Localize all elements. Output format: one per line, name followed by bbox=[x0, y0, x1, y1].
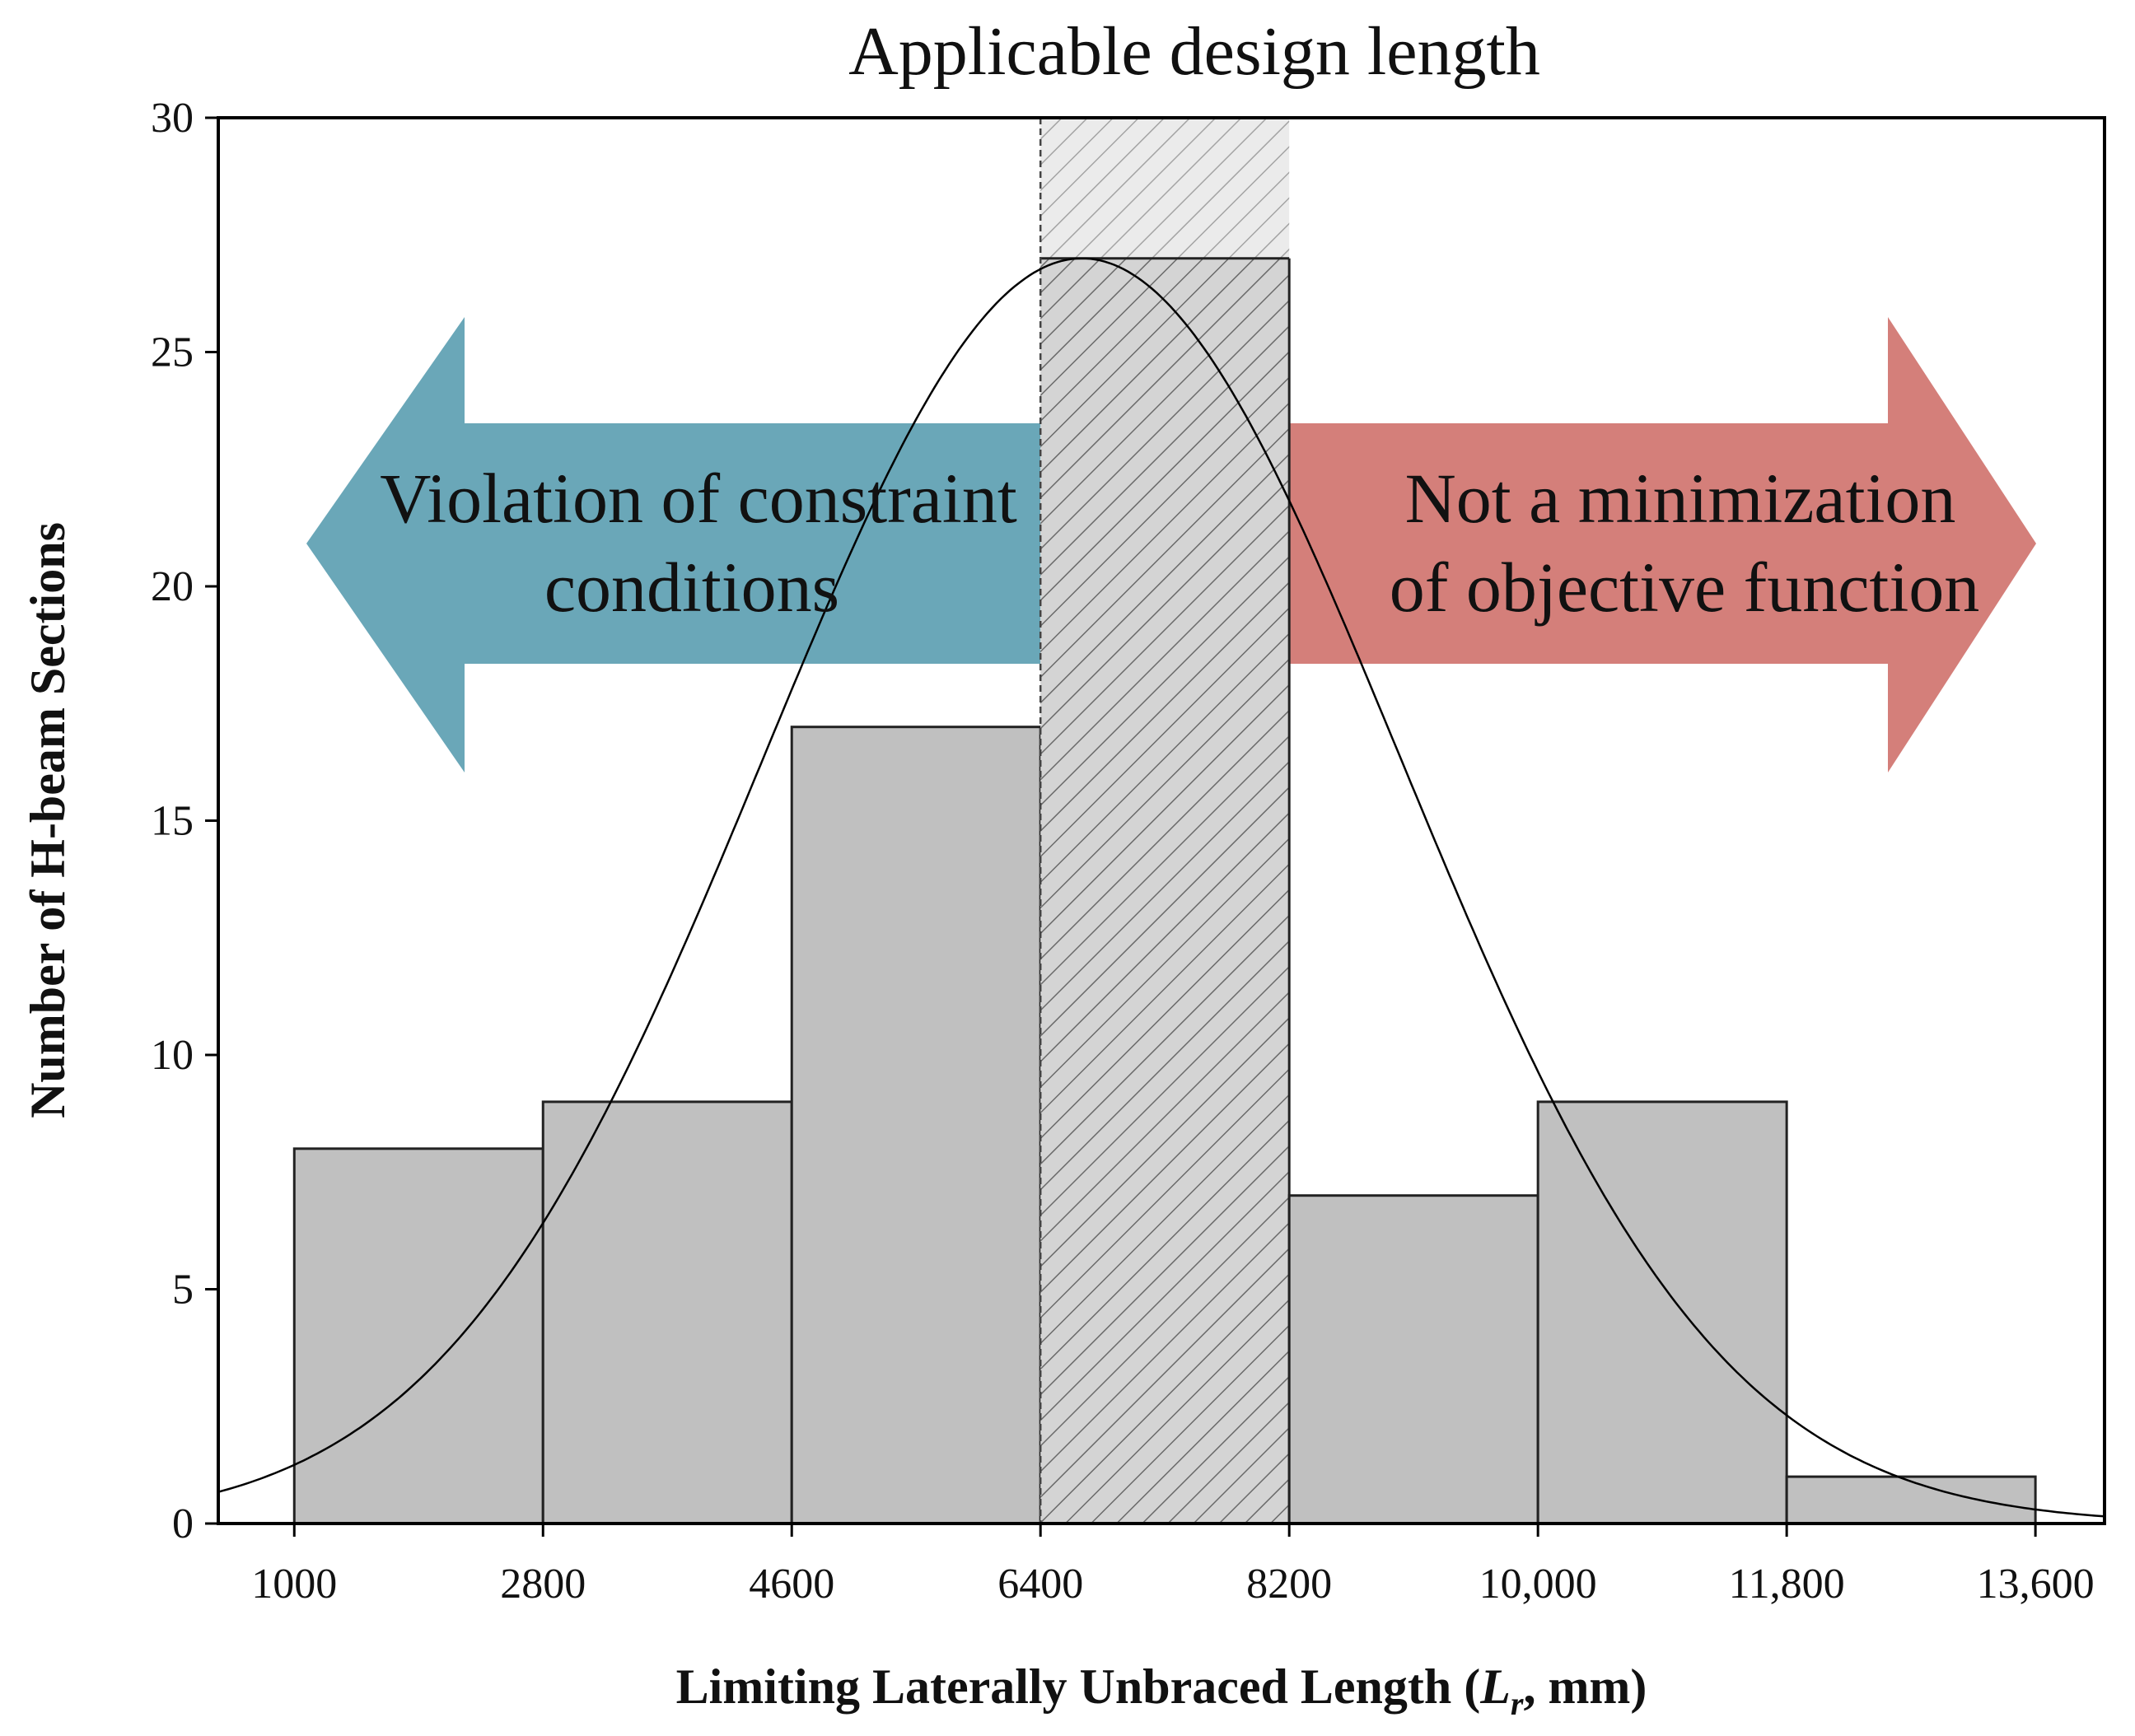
x-tick-label-4600: 4600 bbox=[749, 1561, 834, 1608]
right-arrow-label-line2: of objective function bbox=[1390, 548, 1979, 627]
x-tick-label-1000: 1000 bbox=[251, 1561, 337, 1608]
annotation-arrows bbox=[306, 317, 2036, 772]
histogram-bar-7 bbox=[1785, 1475, 2037, 1525]
histogram-bar-4-hatch bbox=[1040, 258, 1290, 1524]
histogram-bars bbox=[292, 118, 2037, 1525]
chart-title: Applicable design length bbox=[848, 13, 1540, 90]
histogram-bar-2 bbox=[541, 1100, 793, 1525]
annotation-labels: Violation of constraint conditions Not a… bbox=[380, 459, 1979, 627]
y-tick-label-20: 20 bbox=[151, 563, 194, 610]
y-tick-label-5: 5 bbox=[172, 1267, 194, 1314]
y-tick-label-0: 0 bbox=[172, 1500, 194, 1547]
x-axis-title-prefix: Limiting Laterally Unbraced Length ( bbox=[676, 1659, 1481, 1714]
fit-curve-group bbox=[218, 257, 2105, 1518]
y-axis-title: Number of H-beam Sections bbox=[21, 522, 75, 1118]
y-tick-label-15: 15 bbox=[151, 798, 194, 845]
x-axis-title-subscript: r bbox=[1511, 1685, 1524, 1722]
x-tick-label-2800: 2800 bbox=[500, 1561, 586, 1608]
right-arrow-label-line1: Not a minimization bbox=[1405, 459, 1956, 538]
y-tick-label-30: 30 bbox=[151, 95, 194, 142]
y-tick-label-25: 25 bbox=[151, 329, 194, 376]
left-arrow-label-line1: Violation of constraint bbox=[380, 459, 1017, 538]
y-tick-label-10: 10 bbox=[151, 1032, 194, 1079]
right-arrow bbox=[1289, 317, 2036, 772]
x-axis-title: Limiting Laterally Unbraced Length (Lr, … bbox=[676, 1659, 1647, 1722]
x-tick-label-8200: 8200 bbox=[1246, 1561, 1332, 1608]
x-tick-label-6400: 6400 bbox=[997, 1561, 1083, 1608]
x-tick-label-13600: 13,600 bbox=[1977, 1561, 2095, 1608]
left-arrow-label-line2: conditions bbox=[544, 548, 839, 627]
x-tick-label-11800: 11,800 bbox=[1729, 1561, 1845, 1608]
histogram-bar-6 bbox=[1536, 1100, 1788, 1525]
x-tick-label-10000: 10,000 bbox=[1479, 1561, 1597, 1608]
histogram-bar-1 bbox=[292, 1147, 544, 1525]
histogram-bar-3 bbox=[790, 726, 1042, 1525]
x-axis-title-suffix: , mm) bbox=[1523, 1659, 1647, 1714]
axes: 0 5 10 15 20 25 30 1000 2800 4600 6400 8200 10,000 11… bbox=[151, 95, 2095, 1608]
normal-fit-curve bbox=[218, 257, 2105, 1518]
histogram-bar-5 bbox=[1287, 1194, 1539, 1525]
x-axis-title-symbol: L bbox=[1479, 1659, 1511, 1714]
left-arrow bbox=[306, 317, 1041, 772]
